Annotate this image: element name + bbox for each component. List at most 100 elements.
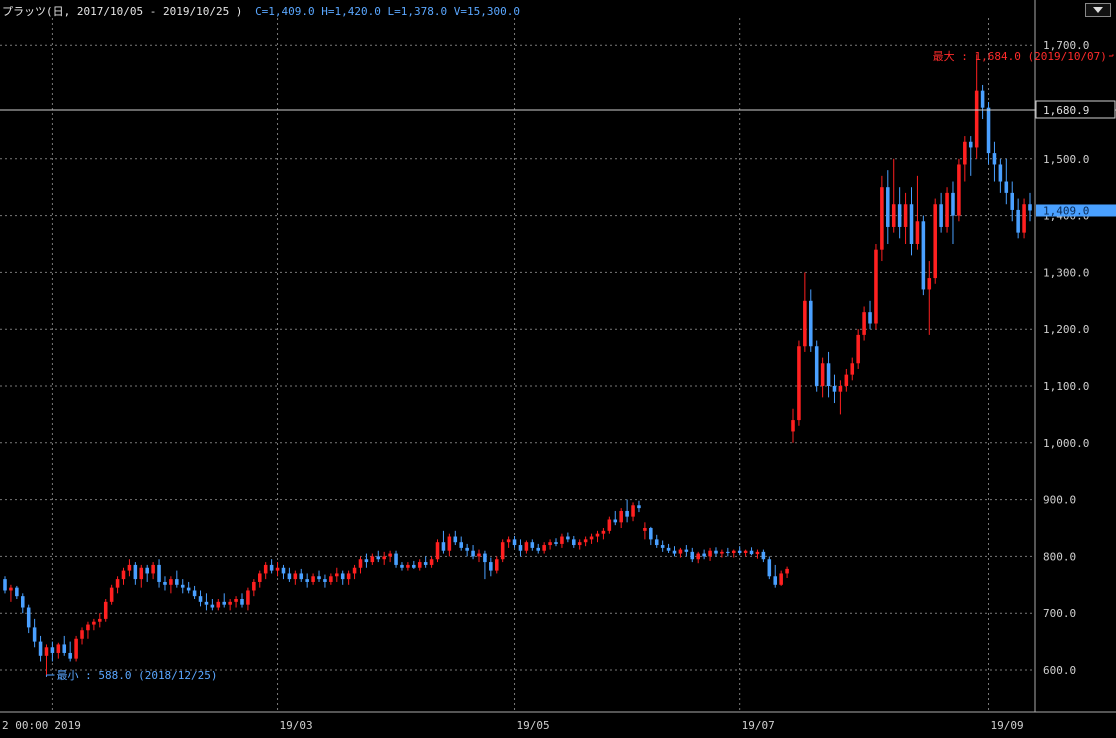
candle-body — [939, 204, 943, 227]
candle — [92, 618, 96, 631]
candle-body — [524, 542, 529, 551]
candle — [886, 170, 890, 244]
candle — [755, 549, 760, 559]
candle — [352, 564, 357, 580]
candle — [305, 573, 309, 588]
candle — [702, 549, 706, 560]
candle — [139, 564, 144, 588]
candle — [1010, 181, 1015, 222]
dropdown-button[interactable] — [1085, 3, 1111, 17]
candle — [1028, 192, 1032, 222]
candle-body — [216, 601, 221, 608]
candle-body — [518, 545, 523, 551]
candle-body — [512, 539, 517, 546]
candle-body — [654, 539, 659, 546]
candle — [737, 546, 742, 556]
candle-body — [406, 564, 410, 568]
candle-body — [62, 644, 67, 653]
candle-body — [394, 553, 398, 565]
y-tick-label: 1,700.0 — [1043, 39, 1089, 52]
candle — [400, 562, 404, 571]
candle-body — [180, 584, 185, 588]
candle-body — [1004, 181, 1009, 193]
candle-body — [589, 536, 594, 540]
candle-body — [1022, 204, 1026, 233]
candle-body — [388, 553, 392, 557]
candle — [809, 289, 813, 352]
candle — [323, 574, 327, 588]
candle-body — [666, 547, 671, 551]
candle-body — [637, 505, 641, 509]
candle-body — [80, 630, 84, 639]
candle — [690, 547, 695, 563]
candle-body — [601, 530, 606, 534]
candle-body — [678, 549, 683, 554]
candle-body — [323, 579, 327, 582]
candle-body — [240, 599, 244, 605]
candle — [406, 562, 410, 571]
candle-body — [417, 562, 422, 568]
candle — [435, 539, 440, 563]
candle-body — [542, 545, 546, 551]
candle — [340, 570, 345, 585]
candle-body — [749, 550, 754, 555]
candle — [803, 272, 807, 352]
candle-body — [927, 278, 932, 290]
candle — [672, 546, 677, 557]
candle-body — [548, 542, 552, 546]
chart-title: プラッツ(日, 2017/10/05 - 2019/10/25 ) — [2, 5, 243, 18]
candle-body — [720, 551, 724, 554]
candle — [631, 502, 635, 522]
candle-body — [998, 164, 1003, 182]
candle-body — [92, 621, 96, 625]
candle-body — [530, 542, 535, 548]
candle — [915, 175, 920, 250]
y-tick-label: 600.0 — [1043, 664, 1076, 677]
candle — [909, 187, 914, 256]
candle-body — [435, 542, 440, 560]
candle — [121, 567, 126, 585]
candle-body — [115, 579, 120, 588]
candle-body — [613, 519, 618, 523]
candle — [820, 357, 825, 398]
candle-body — [838, 386, 843, 392]
candle-body — [974, 90, 979, 148]
candle — [453, 530, 458, 546]
candle — [86, 621, 90, 639]
candle — [524, 540, 529, 554]
candle — [127, 559, 132, 577]
candle-body — [856, 334, 860, 364]
candle-body — [560, 536, 564, 544]
candle — [868, 300, 872, 330]
candle-body — [726, 551, 730, 553]
candle-body — [98, 618, 102, 622]
candle-body — [791, 420, 795, 432]
candle-body — [880, 187, 884, 250]
candle — [459, 536, 463, 551]
candle — [62, 635, 67, 656]
candle — [530, 539, 535, 551]
candle-body — [32, 627, 37, 642]
candle-body — [554, 542, 558, 544]
candle-body — [263, 564, 268, 574]
candle — [518, 539, 523, 557]
candle-body — [809, 300, 813, 347]
candle — [287, 567, 292, 582]
candle — [376, 550, 381, 563]
candle-body — [329, 576, 333, 582]
candle-body — [246, 590, 250, 605]
candle — [471, 545, 475, 560]
candle-body — [175, 579, 179, 585]
candle-body — [412, 564, 416, 568]
candle — [198, 590, 203, 607]
candle-body — [631, 505, 635, 517]
candle-body — [963, 141, 967, 165]
crosshair-price-box — [1035, 100, 1116, 119]
candle — [364, 553, 369, 568]
candle-body — [441, 542, 446, 551]
candle-body — [103, 601, 108, 619]
candle-body — [903, 204, 908, 227]
candle-body — [3, 579, 7, 591]
candle — [68, 641, 72, 662]
